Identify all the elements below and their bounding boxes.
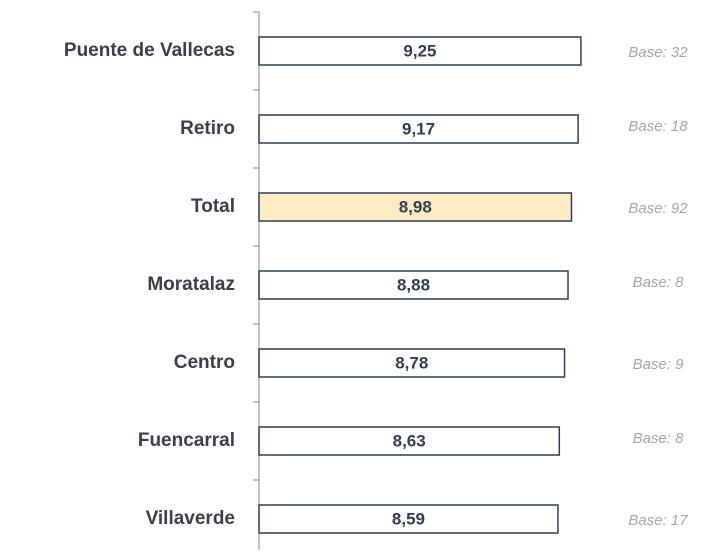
base-annotation: Base: 17	[628, 512, 688, 529]
base-annotation: Base: 8	[633, 430, 685, 447]
base-annotation: Base: 9	[633, 356, 685, 373]
value-label: 8,63	[393, 431, 426, 450]
bar	[258, 270, 569, 300]
value-label: 8,59	[392, 509, 425, 528]
bar	[258, 114, 579, 144]
bar	[258, 426, 561, 456]
value-label: 8,98	[399, 197, 432, 216]
category-label: Fuencarral	[138, 430, 235, 451]
category-label: Retiro	[180, 118, 235, 139]
bar	[258, 348, 566, 378]
category-label: Villaverde	[146, 508, 235, 529]
bar	[258, 504, 559, 534]
category-label: Centro	[174, 352, 235, 373]
base-annotation: Base: 92	[628, 200, 688, 217]
base-annotation: Base: 18	[628, 118, 688, 135]
value-label: 9,25	[403, 41, 436, 60]
value-label: 8,78	[395, 353, 428, 372]
category-label: Puente de Vallecas	[64, 40, 235, 61]
value-label: 9,17	[402, 119, 435, 138]
value-label: 8,88	[397, 275, 430, 294]
bar	[258, 36, 582, 66]
bar	[258, 192, 573, 222]
base-annotation: Base: 8	[633, 274, 685, 291]
category-label: Moratalaz	[147, 274, 235, 295]
base-annotation: Base: 32	[628, 44, 688, 61]
category-label: Total	[191, 196, 235, 217]
